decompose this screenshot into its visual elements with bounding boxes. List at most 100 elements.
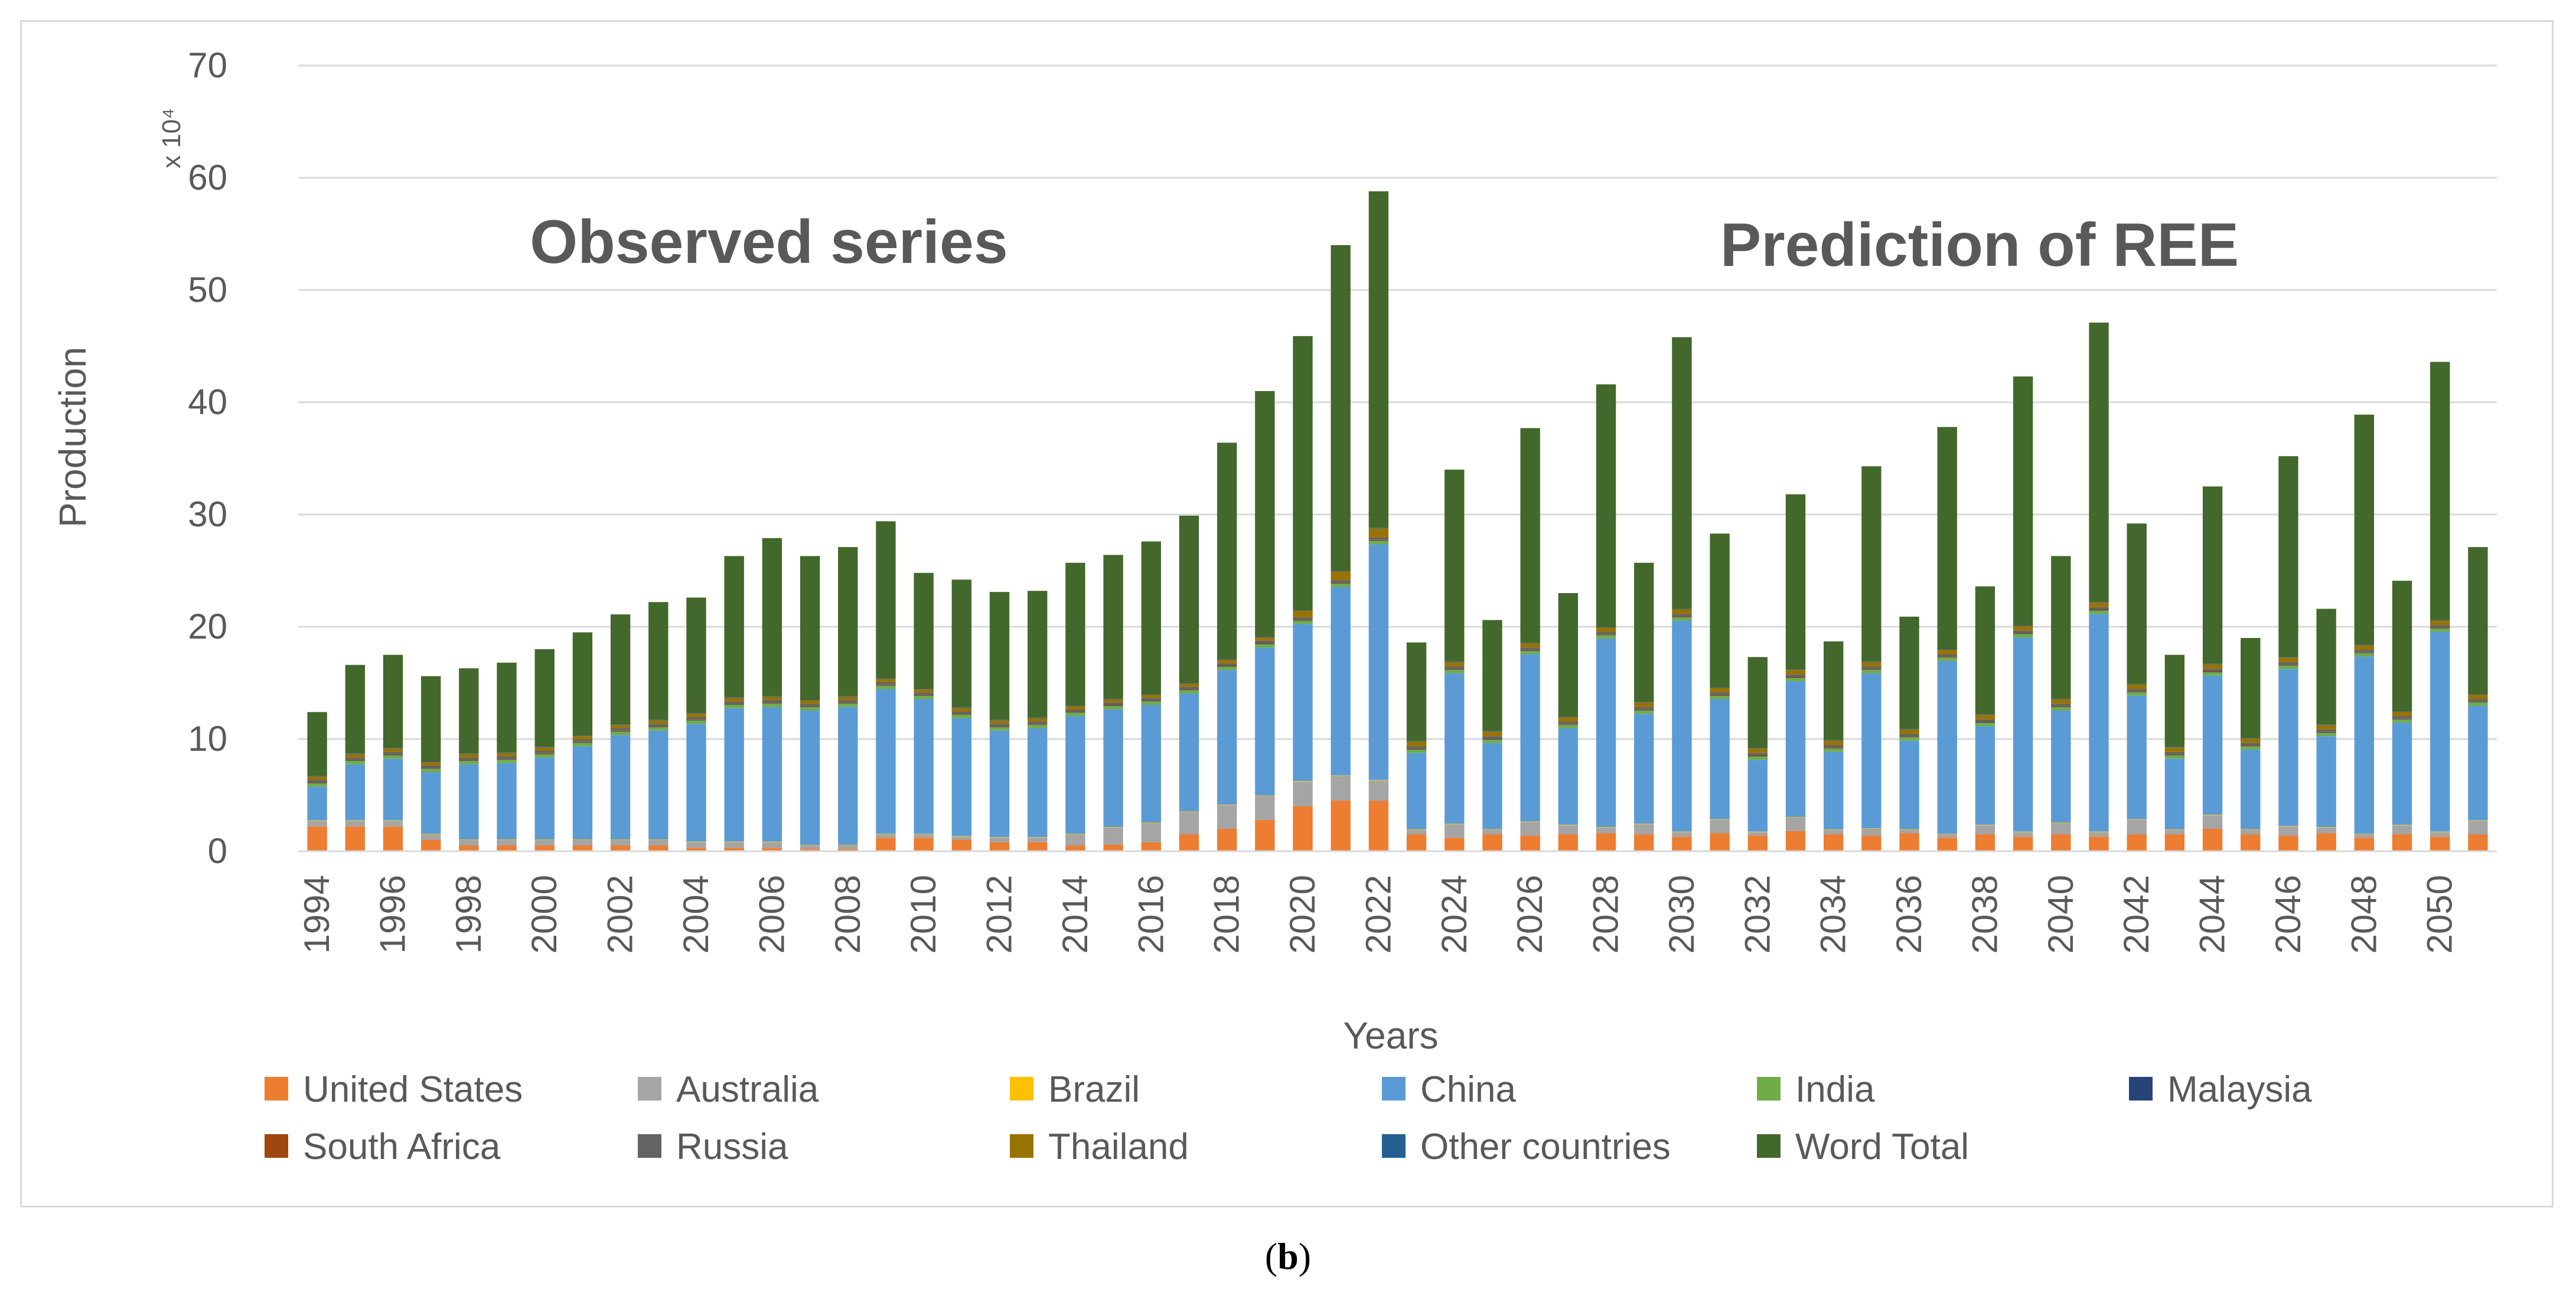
bar-segment xyxy=(459,757,479,760)
bar-segment xyxy=(1255,796,1275,820)
bar-segment xyxy=(1141,694,1161,698)
legend-label: Other countries xyxy=(1420,1127,1671,1167)
x-tick-label: 2032 xyxy=(1737,875,1777,953)
bar-segment xyxy=(1028,724,1048,725)
bar-segment xyxy=(914,689,934,693)
bar-segment xyxy=(951,714,972,715)
bar-segment xyxy=(345,760,365,761)
bar-segment xyxy=(420,840,441,851)
bar-segment xyxy=(686,713,706,714)
y-tick-label: 40 xyxy=(188,382,227,422)
bar-segment xyxy=(534,750,555,753)
bar-segment xyxy=(1331,800,1351,851)
bar-segment xyxy=(989,724,1010,727)
bar-segment xyxy=(1406,834,1427,851)
bar-segment xyxy=(1293,617,1313,620)
bar-segment xyxy=(1899,833,1919,851)
legend-swatch xyxy=(1382,1134,1406,1158)
legend-label: Australia xyxy=(676,1069,819,1110)
bar-segment xyxy=(1937,656,1957,657)
legend-swatch xyxy=(265,1134,288,1158)
bar-segment xyxy=(1368,528,1389,529)
bar-segment xyxy=(2164,829,2185,835)
bar-segment xyxy=(1331,580,1351,582)
bar-segment xyxy=(724,848,744,851)
bar-segment xyxy=(1672,617,1692,621)
bar-segment xyxy=(800,845,820,846)
bar-segment xyxy=(2051,556,2071,699)
bar-segment xyxy=(420,769,441,773)
bar-segment xyxy=(800,556,820,700)
bar-segment xyxy=(1141,701,1161,705)
bar-segment xyxy=(2354,645,2375,650)
bar-segment xyxy=(1482,620,1502,731)
bar-segment xyxy=(345,826,365,851)
bar-segment xyxy=(2430,620,2450,626)
bar-segment xyxy=(1747,753,1768,756)
bar-segment xyxy=(1747,756,1768,757)
bar-segment xyxy=(1634,823,1654,825)
bar-segment xyxy=(2013,836,2033,851)
legend-label: Russia xyxy=(676,1127,788,1167)
bar-segment xyxy=(1596,631,1616,634)
bar-segment xyxy=(1975,726,1995,825)
bar-segment xyxy=(2127,689,2147,692)
bar-segment xyxy=(1672,608,1692,610)
bar-segment xyxy=(1293,610,1313,611)
bar-segment xyxy=(1634,714,1654,824)
bar-segment xyxy=(951,708,972,712)
bar-segment xyxy=(686,714,706,717)
bar-segment xyxy=(2468,694,2488,695)
bar-segment xyxy=(420,767,441,769)
bar-segment xyxy=(2316,608,2336,725)
legend-item: Brazil xyxy=(1010,1069,1140,1110)
bar-segment xyxy=(1899,736,1919,737)
bar-segment xyxy=(2089,836,2109,851)
bar-segment xyxy=(762,704,782,707)
bar-segment xyxy=(989,726,1010,727)
bar-segment xyxy=(1937,834,1957,835)
bar-segment xyxy=(2241,738,2261,743)
x-axis-title: Years xyxy=(1343,1014,1438,1057)
bar-segment xyxy=(2354,644,2375,646)
bar-segment xyxy=(876,838,896,851)
bar-segment xyxy=(724,701,744,704)
legend-swatch xyxy=(1010,1134,1033,1158)
bar-segment xyxy=(1861,829,1882,836)
y-tick-label: 10 xyxy=(188,719,227,758)
bar-segment xyxy=(1293,781,1313,782)
bar-segment xyxy=(2202,663,2223,665)
bar-segment xyxy=(1331,582,1351,583)
bar-segment xyxy=(2202,815,2223,829)
bar-segment xyxy=(2278,657,2298,662)
caption-label: b xyxy=(1277,1235,1299,1277)
bar-segment xyxy=(1785,676,1806,678)
bar-segment xyxy=(876,682,896,685)
bar-segment xyxy=(876,685,896,689)
bar-segment xyxy=(1975,719,1995,722)
bar-segment xyxy=(1368,780,1389,801)
bar-segment xyxy=(2164,751,2185,754)
x-axis: 1994 1996 1998 2000 2002 2004 2006 2008 2010 2012… xyxy=(297,875,2460,953)
bar-segment xyxy=(762,707,782,842)
bar-segment xyxy=(2241,829,2261,830)
bar-segment xyxy=(572,840,593,846)
bar-segment xyxy=(1482,834,1502,851)
y-tick-label: 20 xyxy=(188,607,227,646)
legend-item: China xyxy=(1382,1069,1517,1110)
bar-segment xyxy=(2430,362,2450,620)
bar-segment xyxy=(2354,838,2375,851)
bar-segment xyxy=(459,760,479,761)
bar-segment xyxy=(1331,776,1351,801)
bar-segment xyxy=(610,731,631,732)
bar-segment xyxy=(2089,832,2109,837)
bar-segment xyxy=(2316,828,2336,834)
bar-segment xyxy=(876,685,896,686)
bar-segment xyxy=(1179,812,1199,835)
bar-segment xyxy=(2241,829,2261,835)
bar-segment xyxy=(2164,758,2185,829)
bar-segment xyxy=(2013,376,2033,626)
chart-frame xyxy=(20,20,2554,1207)
bar-segment xyxy=(1747,760,1768,832)
bar-segment xyxy=(610,614,631,725)
